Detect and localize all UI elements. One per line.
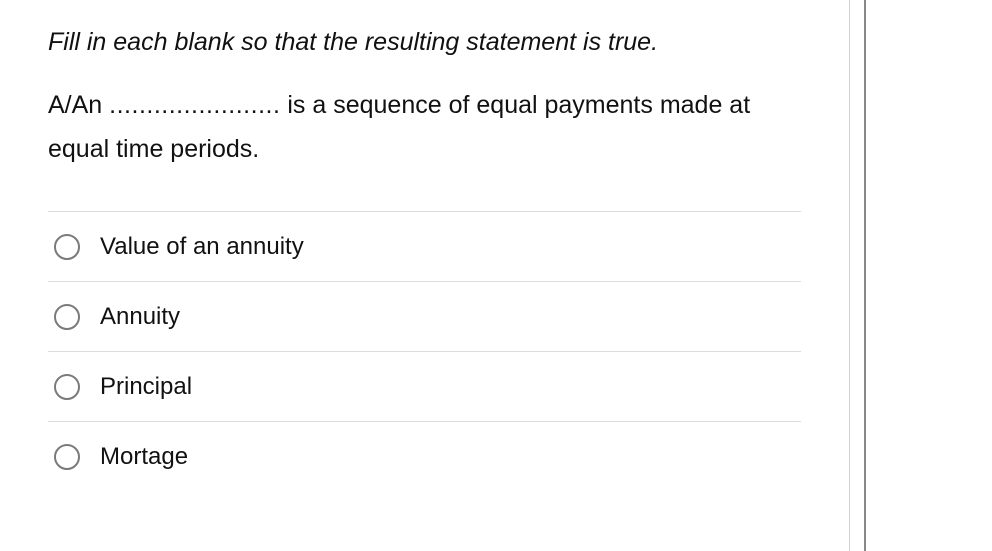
fill-blank: .......................: [109, 91, 280, 119]
question-instruction: Fill in each blank so that the resulting…: [48, 26, 801, 60]
option-label: Annuity: [100, 303, 180, 331]
option-label: Value of an annuity: [100, 233, 304, 261]
question-stem: A/An ....................... is a sequen…: [48, 84, 801, 172]
option-row[interactable]: Mortage: [48, 422, 801, 492]
scrollbar-edge: [864, 0, 866, 551]
option-label: Mortage: [100, 443, 188, 471]
question-card: Fill in each blank so that the resulting…: [0, 0, 850, 551]
radio-icon: [54, 304, 80, 330]
page-wrap: Fill in each blank so that the resulting…: [0, 0, 992, 551]
option-row[interactable]: Value of an annuity: [48, 212, 801, 282]
radio-icon: [54, 444, 80, 470]
option-row[interactable]: Principal: [48, 352, 801, 422]
option-label: Principal: [100, 373, 192, 401]
option-row[interactable]: Annuity: [48, 282, 801, 352]
stem-prefix: A/An: [48, 91, 109, 119]
radio-icon: [54, 234, 80, 260]
options-list: Value of an annuity Annuity Principal Mo…: [48, 211, 801, 492]
radio-icon: [54, 374, 80, 400]
